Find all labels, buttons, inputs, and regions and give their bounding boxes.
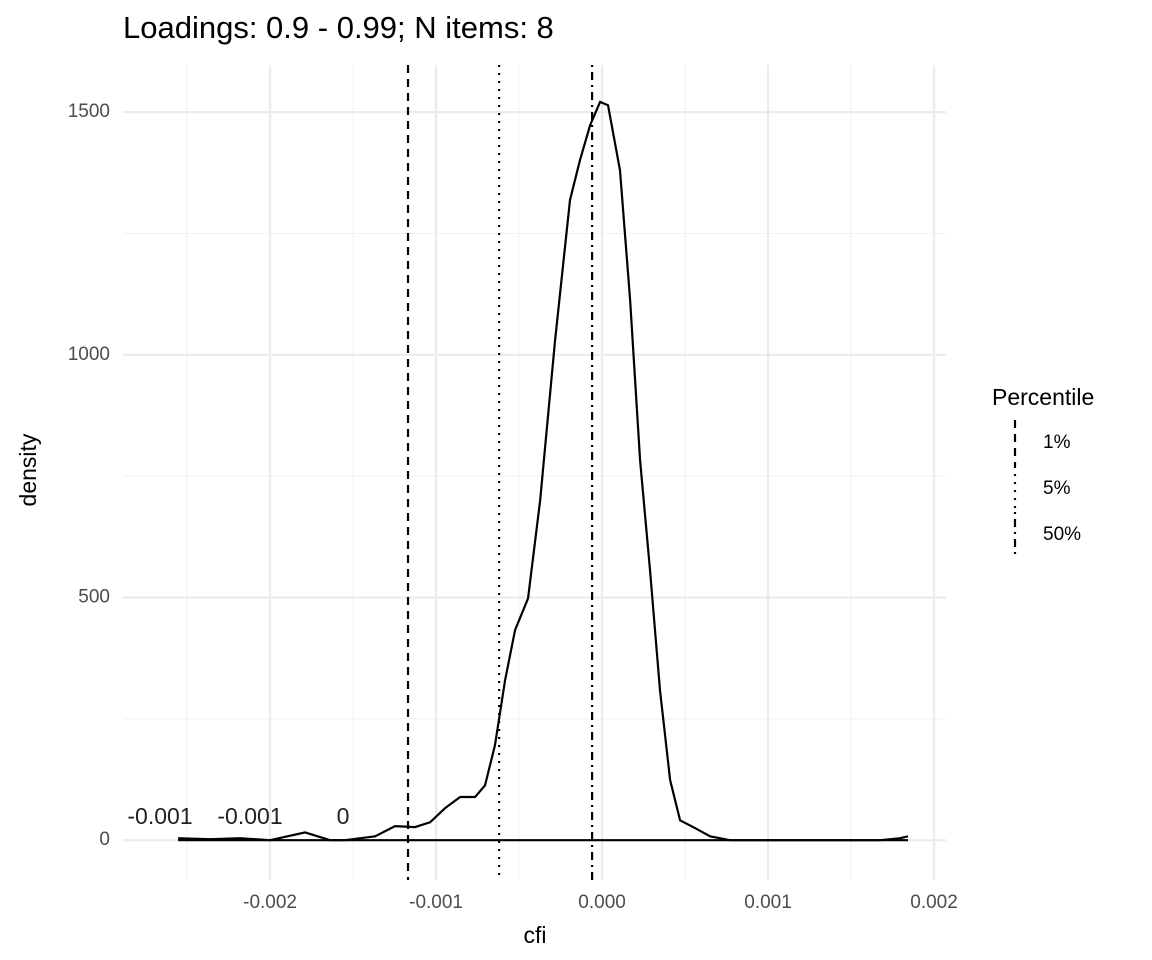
- x-tick-label: 0.000: [578, 892, 626, 913]
- y-axis-label: density: [15, 433, 41, 506]
- annotation: -0.001: [127, 803, 192, 829]
- density-curve: [178, 100, 909, 842]
- y-tick-label: 0: [99, 829, 110, 850]
- legend-title: Percentile: [992, 384, 1094, 410]
- x-axis-label: cfi: [524, 922, 547, 948]
- y-tick-label: 1500: [68, 101, 110, 122]
- legend-label: 1%: [1043, 432, 1071, 453]
- annotation: 0: [337, 803, 350, 829]
- x-tick-label: 0.002: [910, 892, 958, 913]
- x-tick-label: 0.001: [744, 892, 792, 913]
- y-tick-label: 500: [78, 587, 110, 608]
- y-tick-label: 1000: [68, 344, 110, 365]
- chart-title: Loadings: 0.9 - 0.99; N items: 8: [123, 10, 554, 45]
- legend-label: 5%: [1043, 478, 1071, 499]
- x-tick-label: -0.001: [409, 892, 463, 913]
- legend-label: 50%: [1043, 524, 1081, 545]
- x-tick-label: -0.002: [243, 892, 297, 913]
- annotation: -0.001: [217, 803, 282, 829]
